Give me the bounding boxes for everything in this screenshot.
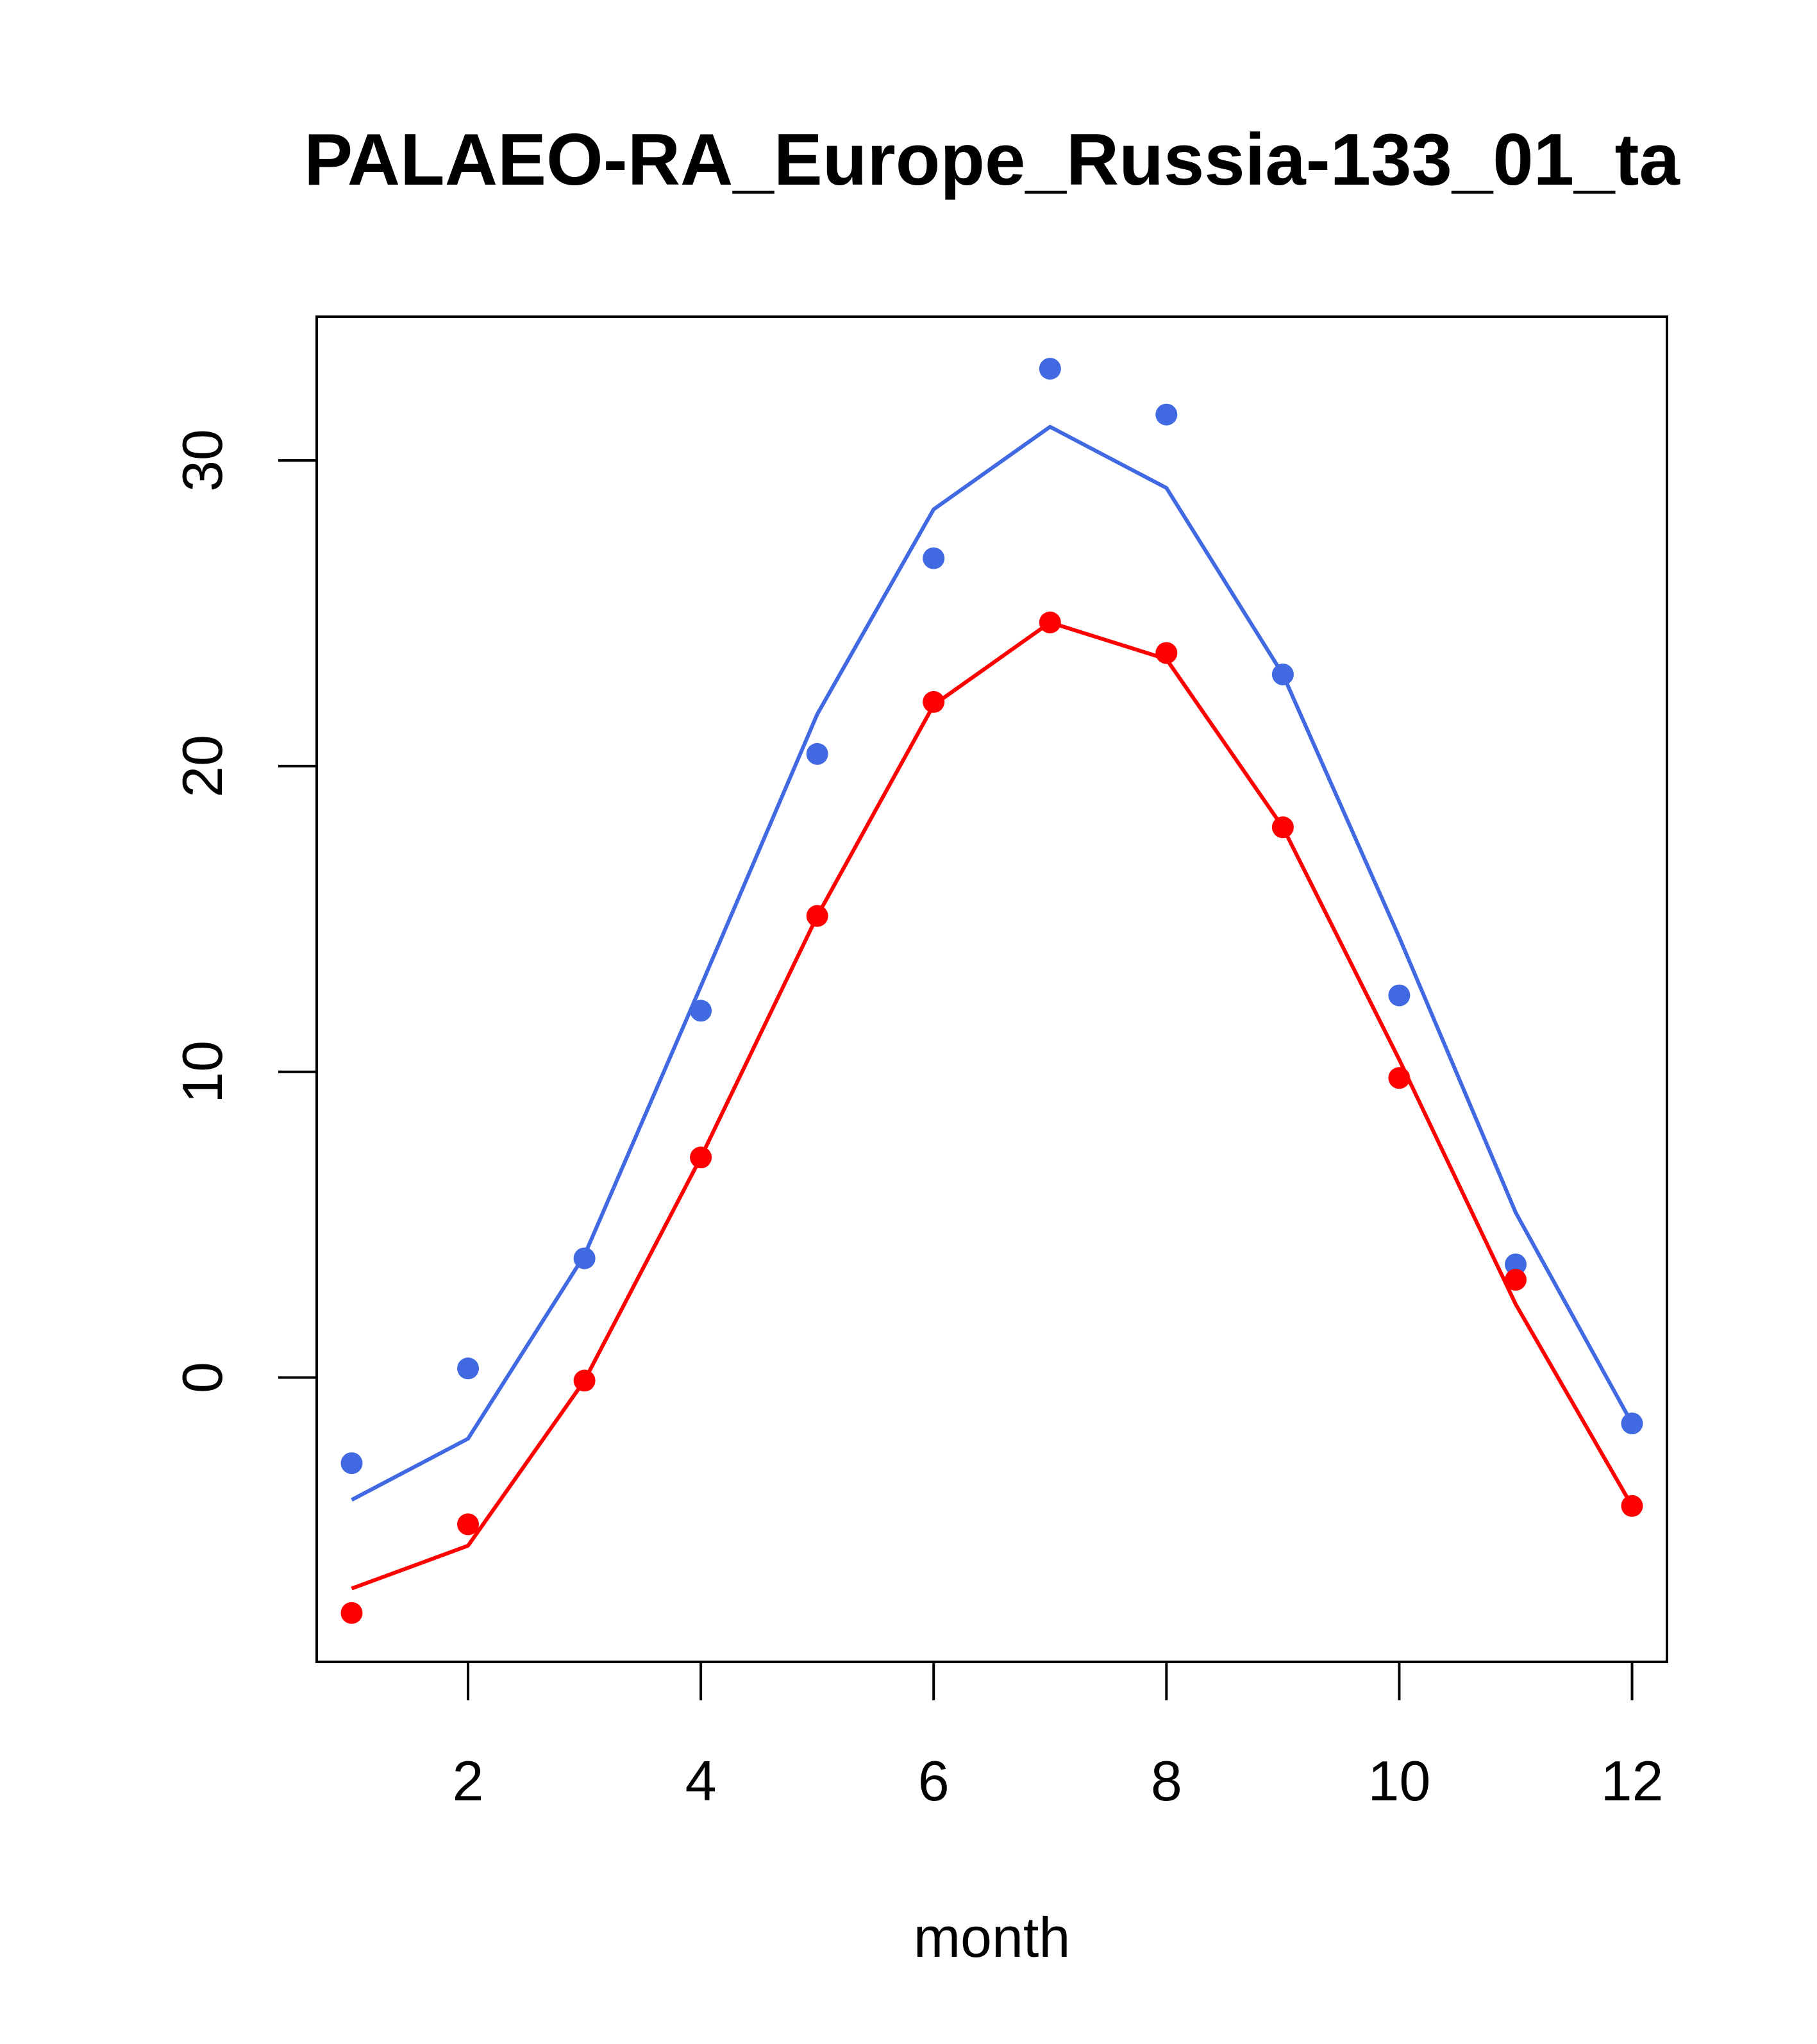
data-point-blue bbox=[1505, 1253, 1527, 1276]
data-point-blue bbox=[1271, 663, 1294, 685]
data-point-blue bbox=[1039, 358, 1061, 380]
x-tick-label: 10 bbox=[1368, 1749, 1430, 1813]
x-tick-label: 4 bbox=[685, 1749, 717, 1813]
data-point-blue bbox=[806, 742, 828, 765]
x-tick-label: 8 bbox=[1151, 1749, 1182, 1813]
y-tick-label: 10 bbox=[171, 1041, 234, 1103]
data-point-blue bbox=[690, 1000, 712, 1022]
x-axis: 2 4 6 8 10 12 bbox=[453, 1661, 1664, 1813]
plot-area bbox=[315, 315, 1668, 1663]
y-tick-label: 0 bbox=[171, 1362, 234, 1393]
data-point-red bbox=[573, 1370, 596, 1392]
data-point-red bbox=[690, 1146, 712, 1169]
data-point-blue bbox=[923, 547, 945, 569]
data-point-blue bbox=[340, 1452, 363, 1475]
data-point-red bbox=[806, 905, 828, 927]
x-axis-label: month bbox=[914, 1906, 1071, 1969]
series-layer bbox=[340, 358, 1643, 1624]
series-line-blue bbox=[351, 424, 1634, 1502]
y-tick-label: 20 bbox=[171, 735, 234, 798]
y-axis: 0 10 20 30 bbox=[171, 429, 318, 1393]
data-point-red bbox=[457, 1513, 479, 1536]
x-tick-label: 2 bbox=[453, 1749, 484, 1813]
series-blue bbox=[340, 358, 1643, 1502]
data-point-red bbox=[1271, 816, 1294, 839]
data-point-red bbox=[1155, 642, 1178, 664]
data-point-red bbox=[1039, 611, 1061, 633]
series-red bbox=[340, 611, 1643, 1624]
data-point-blue bbox=[1155, 403, 1178, 426]
data-point-red bbox=[1621, 1495, 1643, 1517]
data-point-blue bbox=[1621, 1412, 1643, 1435]
x-tick-label: 12 bbox=[1601, 1749, 1664, 1813]
series-line-red bbox=[351, 620, 1634, 1591]
data-point-red bbox=[923, 691, 945, 713]
y-tick-label: 30 bbox=[171, 429, 234, 492]
data-point-blue bbox=[457, 1357, 479, 1380]
data-point-blue bbox=[1388, 984, 1411, 1007]
data-point-red bbox=[1388, 1067, 1411, 1089]
data-point-blue bbox=[573, 1247, 596, 1269]
data-point-red bbox=[1505, 1269, 1527, 1291]
chart-title: PALAEO-RA_Europe_Russia-133_01_ta bbox=[304, 119, 1680, 201]
data-point-red bbox=[340, 1602, 363, 1624]
x-tick-label: 6 bbox=[918, 1749, 950, 1813]
